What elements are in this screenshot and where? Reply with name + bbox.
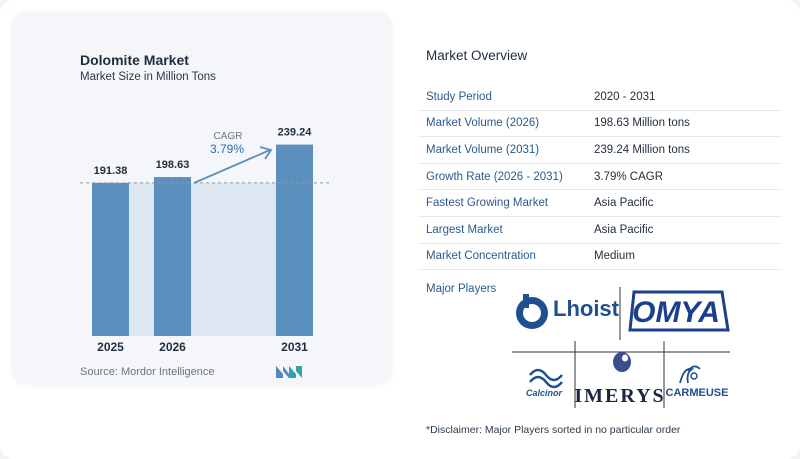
- omya-logo-icon: OMYA: [628, 290, 730, 332]
- chart-subtitle: Market Size in Million Tons: [80, 71, 216, 83]
- cagr-label: CAGR: [214, 131, 243, 142]
- mordor-intelligence-logo-icon: [276, 366, 302, 378]
- omya-text: OMYA: [632, 296, 720, 329]
- category-label: 2026: [159, 340, 186, 354]
- overview-label: Fastest Growing Market: [426, 197, 549, 210]
- market-overview-table: Study Period 2020 - 2031 Market Volume (…: [418, 84, 782, 271]
- cagr-arrow-head: [259, 146, 273, 160]
- overview-value: 239.24 Million tons: [594, 143, 690, 156]
- lhoist-logo-icon: Lhoist: [516, 294, 620, 329]
- overview-label: Largest Market: [426, 223, 503, 236]
- value-label: 191.38: [94, 165, 128, 177]
- overview-label: Growth Rate (2026 - 2031): [426, 170, 563, 183]
- overview-value: 2020 - 2031: [594, 90, 656, 103]
- overview-label: Market Volume (2031): [426, 143, 540, 156]
- overview-label: Market Concentration: [426, 250, 536, 263]
- category-label: 2031: [281, 340, 308, 354]
- carmeuse-text: CARMEUSE: [666, 387, 729, 399]
- value-label: 239.24: [278, 127, 313, 139]
- overview-row-fastest-growing: Fastest Growing Market Asia Pacific: [418, 190, 782, 217]
- calcinor-logo-icon: Calcinor: [526, 368, 563, 398]
- cagr-value: 3.79%: [210, 142, 244, 156]
- overview-row-growth-rate: Growth Rate (2026 - 2031) 3.79% CAGR: [418, 164, 782, 191]
- overview-label: Study Period: [426, 90, 492, 103]
- overview-value: Asia Pacific: [594, 197, 654, 210]
- bar-2031: [276, 144, 313, 336]
- source-text: Source: Mordor Intelligence: [80, 366, 215, 378]
- imerys-text: IMERYS: [574, 385, 665, 407]
- cagr-arrow-line: [193, 149, 271, 184]
- chart-title: Dolomite Market: [80, 52, 189, 68]
- overview-row-volume-2031: Market Volume (2031) 239.24 Million tons: [418, 137, 782, 164]
- lhoist-text: Lhoist: [553, 296, 620, 321]
- category-label: 2025: [97, 340, 124, 354]
- overview-value: Asia Pacific: [594, 223, 654, 236]
- overview-label: Market Volume (2026): [426, 117, 540, 130]
- imerys-logo-icon: IMERYS: [574, 352, 665, 407]
- overview-value: Medium: [594, 250, 635, 263]
- market-overview-title: Market Overview: [426, 48, 528, 63]
- bar-2025: [92, 182, 129, 336]
- overview-row-volume-2026: Market Volume (2026) 198.63 Million tons: [418, 111, 782, 138]
- calcinor-text: Calcinor: [526, 388, 563, 398]
- bar-2026: [154, 177, 191, 336]
- overview-value: 198.63 Million tons: [594, 117, 690, 130]
- value-label: 198.63: [156, 159, 190, 171]
- overview-row-concentration: Market Concentration Medium: [418, 244, 782, 271]
- overview-value: 3.79% CAGR: [594, 170, 664, 183]
- overview-row-study-period: Study Period 2020 - 2031: [418, 84, 782, 111]
- carmeuse-logo-icon: CARMEUSE: [666, 365, 729, 399]
- major-players-label: Major Players: [426, 283, 497, 295]
- disclaimer-text: *Disclaimer: Major Players sorted in no …: [426, 424, 681, 436]
- overview-row-largest-market: Largest Market Asia Pacific: [418, 217, 782, 244]
